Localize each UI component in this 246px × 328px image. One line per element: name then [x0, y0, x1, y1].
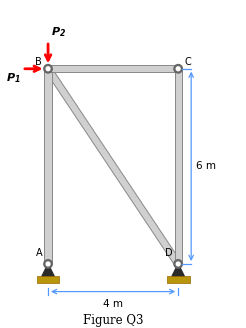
Bar [167, 276, 190, 283]
Text: 6 m: 6 m [196, 161, 216, 171]
Polygon shape [172, 264, 184, 276]
Text: A: A [36, 248, 42, 258]
Text: $\bfit{P}_1$: $\bfit{P}_1$ [6, 72, 20, 85]
Polygon shape [45, 69, 52, 264]
Circle shape [174, 65, 182, 73]
Circle shape [46, 262, 50, 266]
Polygon shape [45, 67, 181, 266]
Circle shape [174, 260, 182, 268]
Bar [37, 276, 60, 283]
Text: B: B [35, 57, 42, 67]
Text: 4 m: 4 m [103, 299, 123, 309]
Circle shape [46, 67, 50, 71]
Text: D: D [165, 248, 172, 258]
Circle shape [44, 260, 52, 268]
Circle shape [176, 67, 180, 71]
Text: $\bfit{P}_2$: $\bfit{P}_2$ [51, 26, 66, 39]
Polygon shape [42, 264, 54, 276]
Text: Figure Q3: Figure Q3 [83, 314, 143, 327]
Text: C: C [184, 57, 191, 67]
Polygon shape [48, 65, 178, 72]
Polygon shape [175, 69, 182, 264]
Circle shape [44, 65, 52, 73]
Circle shape [176, 262, 180, 266]
